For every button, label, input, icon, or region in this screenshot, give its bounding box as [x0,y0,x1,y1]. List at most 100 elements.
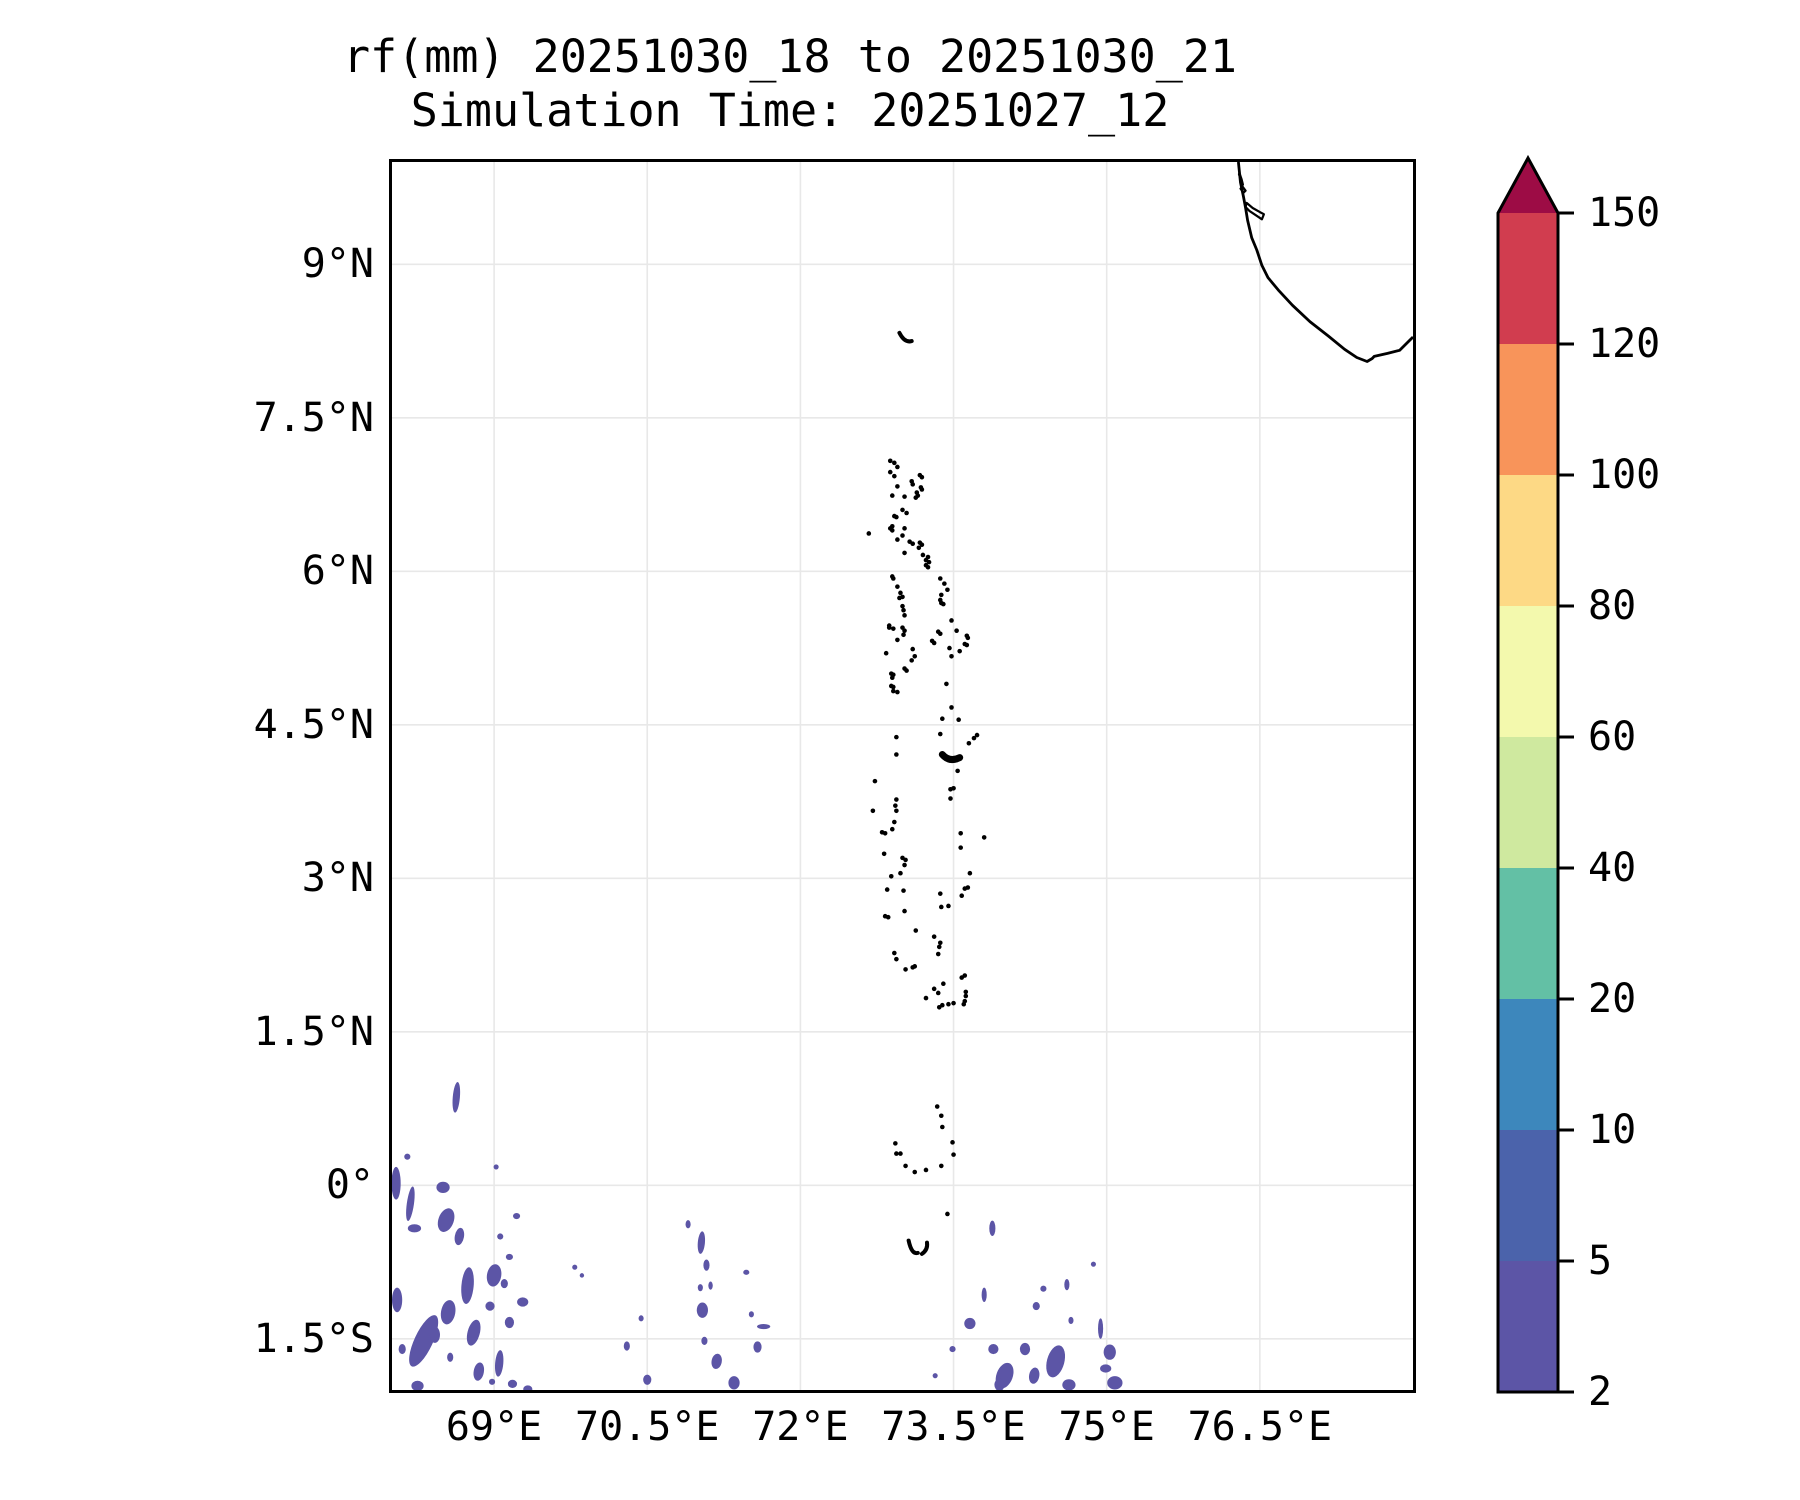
rain-patch [486,1263,501,1287]
x-tick-label: 69°E [445,1404,543,1450]
island-dot [926,559,931,564]
rain-patches [391,1081,1123,1390]
island-dot [939,1002,945,1008]
rain-patch [642,1374,651,1385]
island-dot [957,830,963,836]
island-dot [870,807,875,813]
island-dot [919,474,924,479]
island-dot [919,486,924,492]
island-dot [889,527,895,533]
coastline-group [1236,161,1413,363]
island-dot [911,653,917,659]
island-dot [949,1139,955,1145]
rain-patch [988,1220,995,1236]
rain-patch [993,1378,1005,1390]
island-dot [943,681,949,686]
rain-patch [571,1264,577,1270]
rain-patch [500,1278,508,1288]
rain-patch [1032,1301,1040,1310]
coastline-kerala [1236,161,1413,363]
island-dot [946,645,952,650]
rain-patch [1090,1261,1096,1267]
y-tick-label: 0° [325,1162,374,1209]
island-dot [931,933,936,939]
rain-patch [522,1384,532,1390]
rain-patch [1061,1378,1076,1390]
colorbar-tick-label: 5 [1588,1238,1612,1284]
rain-patch [454,1227,464,1245]
rain-patch [579,1272,584,1278]
island-dot [961,972,967,978]
island-dot [937,731,943,736]
island-dot [953,627,959,633]
y-tick-label: 4.5°N [253,701,374,748]
island-dot [955,716,961,722]
island-strokes [896,172,1244,1256]
rain-patch [1097,1317,1103,1339]
island-dot [938,1112,944,1118]
y-tick-label: 1.5°N [253,1008,374,1055]
island-dot [938,904,944,909]
rain-patch [516,1296,528,1307]
rain-patch [398,1343,406,1354]
rain-patch [1099,1363,1111,1373]
island-dot [901,493,907,499]
island-dot [894,689,900,694]
gridlines [391,161,1413,1390]
y-tick-label: 1.5°S [253,1315,374,1362]
island-dot [935,990,941,995]
rain-patch [987,1343,998,1354]
colorbar-segment [1498,1130,1558,1262]
island-dot [900,887,906,893]
island-dot [919,541,924,547]
colorbar-segment [1498,344,1558,476]
rain-patch [496,1232,503,1240]
island-dot [936,944,942,949]
island-dot [940,601,946,606]
island-dot [901,908,907,913]
island-dot [945,1001,951,1007]
island-dot [937,890,943,896]
island-dot [964,642,969,647]
island-dot [885,914,891,920]
island-dot [931,640,936,645]
island-dot [963,993,968,998]
colorbar-segment [1498,606,1558,738]
island-dot [901,612,907,618]
colorbar-tick-label: 150 [1588,190,1660,236]
colorbar-tick-label: 100 [1588,452,1660,498]
rain-patch [435,1181,450,1193]
rain-patch [466,1319,481,1346]
rain-patch [932,1372,938,1378]
island-dot [939,715,945,721]
island-dot [894,583,900,589]
rain-patch [494,1349,503,1377]
island-dot [892,1140,898,1146]
island-dot [893,751,899,757]
island-dot [938,592,944,597]
island-dot [896,595,902,600]
island-dot [887,469,893,474]
island-dot [948,704,954,710]
island-dot [881,850,886,856]
rain-patch [1067,1316,1074,1324]
island-dot [894,483,900,489]
island-dot [897,1150,903,1156]
island-dot [893,1150,899,1156]
island-dot [884,886,889,892]
rain-patch [697,1283,703,1291]
y-tick-label: 3°N [301,855,374,902]
island-dot [889,492,895,498]
island-dot [934,1103,940,1109]
island-dot [893,807,899,813]
colorbar-segment [1498,868,1558,1000]
island-dot [903,510,909,515]
island-dot [889,826,895,832]
rain-patch [697,1230,705,1254]
island-dot [971,735,976,740]
island-dot [894,637,900,642]
island-dot [956,648,962,653]
island-dot [940,980,946,986]
rain-patch [700,1336,707,1345]
island-dot [883,650,888,655]
